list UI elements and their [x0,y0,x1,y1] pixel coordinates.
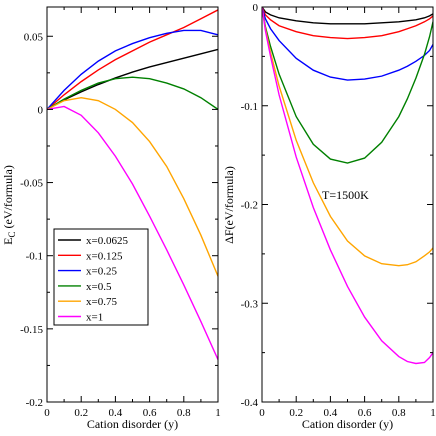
right-x-tick-label: 0.8 [392,407,406,419]
right-series-line-1 [262,7,433,25]
right-y-tick-label: -0.3 [241,298,259,310]
right-x-tick-label: 0.2 [289,407,303,419]
right-series-line-5 [262,7,433,267]
legend: x=0.0625 x=0.125 x=0.25 x=0.5 x=0.75 x=1 [53,228,149,326]
left-x-axis-label: Cation disorder (y) [87,417,178,431]
right-chart: 0 0.2 0.4 0.6 0.8 1 -0.4 -0.3 -0.2 -0.1 0 Cation d… [222,2,436,431]
right-series-line-2 [262,7,433,40]
left-x-tick-label: 0.6 [143,407,157,419]
left-chart: 0 0.2 0.4 0.6 0.8 1 -0.2 -0.15 -0.1 -0.05 0 0.05 Ca… [1,6,221,431]
right-series-line-6 [262,7,433,365]
left-x-tick-label: 1 [215,407,221,419]
left-y-tick-label: -0.15 [20,324,43,336]
left-y-tick-label: -0.05 [20,178,43,190]
temperature-annotation: T=1500K [322,188,369,202]
right-x-tick-label: 0.4 [324,407,338,419]
right-series-line-3 [262,7,433,81]
left-y-tick-label: 0.05 [24,31,44,43]
left-y-tick-label: 0 [38,104,44,116]
right-series-group [262,7,433,365]
left-y-axis-label-sub: C [7,231,17,237]
left-series-line-2 [47,9,218,110]
legend-label: x=0.125 [86,250,123,262]
legend-label: x=0.0625 [86,235,128,247]
left-y-axis-label-rest: (eV/formula) [1,165,15,231]
left-series-line-3 [47,29,218,110]
legend-label: x=0.5 [86,281,112,293]
left-y-tick-label: -0.2 [26,397,43,409]
right-y-axis-label: ΔF(eV/formula) [222,166,236,244]
right-y-tick-label: -0.1 [241,101,258,113]
left-series-line-1 [47,48,218,111]
left-series-line-4 [47,76,218,111]
left-y-axis-label-main: E [1,237,15,244]
right-plot-frame [261,6,434,403]
right-y-tick-label: -0.2 [241,200,258,212]
left-ticks: 0 0.2 0.4 0.6 0.8 1 -0.2 -0.15 -0.1 -0.05 0 0.05 [20,7,221,419]
right-x-tick-label: 0.6 [358,407,372,419]
legend-label: x=0.25 [86,266,117,278]
legend-label: x=0.75 [86,296,117,308]
right-series-line-4 [262,7,433,164]
legend-box [53,228,149,326]
left-x-tick-label: 0.4 [109,407,123,419]
left-x-tick-label: 0 [44,407,50,419]
legend-items: x=0.0625 x=0.125 x=0.25 x=0.5 x=0.75 x=1 [58,235,128,324]
left-x-tick-label: 0.2 [74,407,88,419]
right-x-tick-label: 1 [430,407,436,419]
left-plot-frame [46,6,219,403]
legend-label: x=1 [86,312,103,324]
right-y-tick-label: 0 [253,2,259,14]
left-y-tick-label: -0.1 [26,251,43,263]
right-x-tick-label: 0 [259,407,265,419]
left-x-tick-label: 0.8 [177,407,191,419]
left-series-line-5 [47,96,218,277]
left-series-line-6 [47,105,218,360]
right-ticks: 0 0.2 0.4 0.6 0.8 1 -0.4 -0.3 -0.2 -0.1 0 [241,2,436,419]
right-y-tick-label: -0.4 [241,397,259,409]
right-x-axis-label: Cation disorder (y) [302,417,393,431]
left-series-group [47,9,218,360]
left-y-axis-label: EC (eV/formula) [1,165,17,245]
